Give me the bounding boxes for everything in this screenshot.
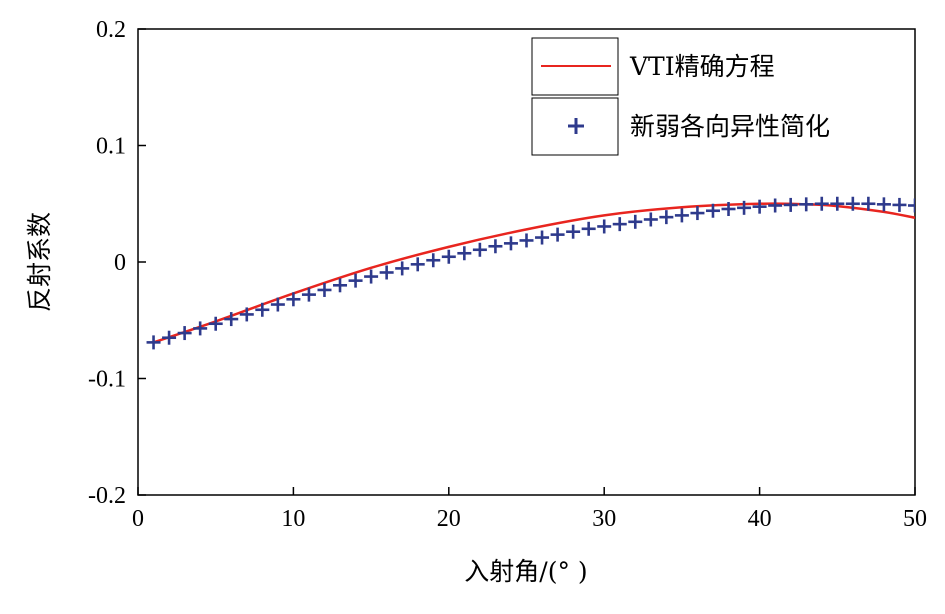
y-axis-title: 反射系数 bbox=[25, 212, 54, 312]
series-point-simplified bbox=[270, 297, 285, 312]
x-tick-label: 10 bbox=[281, 506, 305, 532]
series-point-simplified bbox=[597, 219, 612, 234]
series-point-simplified bbox=[488, 239, 503, 254]
series-point-simplified bbox=[364, 269, 379, 284]
series-point-simplified bbox=[908, 198, 915, 213]
series-point-simplified bbox=[426, 253, 441, 268]
series-point-simplified bbox=[472, 242, 487, 257]
series-point-simplified bbox=[876, 197, 891, 212]
series-point-simplified bbox=[566, 224, 581, 239]
y-tick-label: -0.2 bbox=[88, 483, 126, 509]
y-tick-label: -0.1 bbox=[88, 367, 126, 393]
y-tick-label: 0.1 bbox=[96, 134, 126, 160]
series-point-simplified bbox=[193, 321, 208, 336]
series-point-simplified bbox=[861, 196, 876, 211]
series-point-simplified bbox=[830, 196, 845, 211]
series-point-simplified bbox=[208, 316, 223, 331]
series-point-simplified bbox=[457, 246, 472, 261]
legend-plus-swatch bbox=[568, 118, 584, 134]
series-point-simplified bbox=[441, 249, 456, 264]
y-tick-label: 0.2 bbox=[96, 17, 126, 43]
y-tick-label: 0 bbox=[114, 250, 126, 276]
series-point-simplified bbox=[519, 233, 534, 248]
legend-label-simplified: 新弱各向异性简化 bbox=[630, 112, 830, 141]
series-point-simplified bbox=[721, 201, 736, 216]
series-point-simplified bbox=[535, 230, 550, 245]
series-point-simplified bbox=[286, 292, 301, 307]
series-point-simplified bbox=[255, 302, 270, 317]
series-point-simplified bbox=[674, 208, 689, 223]
series-point-simplified bbox=[845, 196, 860, 211]
series-point-simplified bbox=[783, 197, 798, 212]
series-layer bbox=[146, 196, 915, 350]
series-point-simplified bbox=[239, 307, 254, 322]
series-point-simplified bbox=[410, 257, 425, 272]
series-point-simplified bbox=[224, 312, 239, 327]
series-point-simplified bbox=[799, 197, 814, 212]
series-point-simplified bbox=[550, 227, 565, 242]
series-point-simplified bbox=[752, 199, 767, 214]
series-point-simplified bbox=[301, 287, 316, 302]
legend-label-vti: VTI精确方程 bbox=[629, 52, 775, 81]
series-point-simplified bbox=[892, 197, 907, 212]
series-point-simplified bbox=[628, 214, 643, 229]
series-point-simplified bbox=[690, 206, 705, 221]
x-tick-label: 30 bbox=[592, 506, 616, 532]
y-axis-ticks: 0.2 0.1 0 -0.1 -0.2 bbox=[88, 17, 146, 509]
series-point-simplified bbox=[177, 326, 192, 341]
series-point-simplified bbox=[643, 212, 658, 227]
x-tick-label: 0 bbox=[132, 506, 144, 532]
x-axis-title: 入射角/(° ) bbox=[464, 557, 587, 586]
x-axis-ticks: 0 10 20 30 40 50 bbox=[132, 487, 927, 532]
series-point-simplified bbox=[737, 200, 752, 215]
series-point-simplified bbox=[162, 330, 177, 345]
x-tick-label: 20 bbox=[437, 506, 461, 532]
series-point-simplified bbox=[146, 335, 161, 350]
series-point-simplified bbox=[705, 203, 720, 218]
series-point-simplified bbox=[348, 273, 363, 288]
x-tick-label: 50 bbox=[903, 506, 927, 532]
series-point-simplified bbox=[768, 198, 783, 213]
series-point-simplified bbox=[333, 278, 348, 293]
plot-frame bbox=[137, 28, 916, 496]
series-point-simplified bbox=[317, 282, 332, 297]
series-point-simplified bbox=[581, 221, 596, 236]
series-point-simplified bbox=[659, 210, 674, 225]
series-point-simplified bbox=[379, 265, 394, 280]
series-point-simplified bbox=[503, 236, 518, 251]
series-line-vti bbox=[153, 202, 915, 344]
legend: VTI精确方程 新弱各向异性简化 bbox=[531, 37, 830, 156]
x-tick-label: 40 bbox=[748, 506, 772, 532]
series-point-simplified bbox=[814, 196, 829, 211]
series-point-simplified bbox=[612, 217, 627, 232]
series-point-simplified bbox=[395, 261, 410, 276]
